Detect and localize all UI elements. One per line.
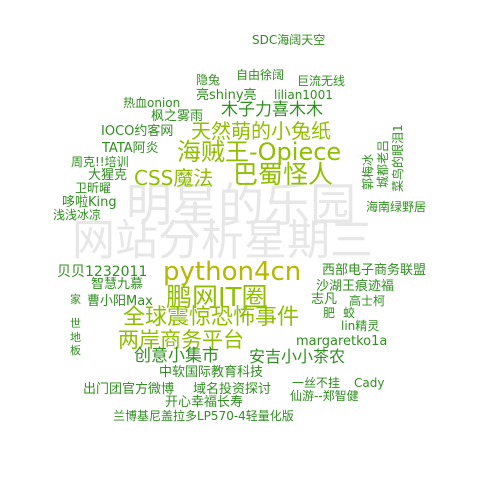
word: lin精灵	[341, 319, 380, 333]
word: 周克!!培训	[71, 155, 129, 169]
word: TATA阿炎	[102, 141, 159, 156]
watermark-line-1: 明星的乐园	[126, 178, 356, 232]
word: 贝贝1232011	[57, 264, 148, 280]
word: 曹小阳Max	[87, 294, 153, 309]
word: 出门团官方微博	[83, 382, 175, 397]
word: 巴蜀怪人	[233, 160, 334, 189]
word: 全球震惊恐怖事件	[123, 305, 300, 330]
word: 鹏网IT圈	[166, 283, 268, 313]
word: margaretko1a	[296, 334, 388, 349]
word: 巨流无线	[297, 74, 346, 88]
word: 志凡	[311, 292, 338, 307]
word: lilian1001	[274, 88, 333, 102]
word: 中软国际教育科技	[159, 365, 264, 380]
word: 肥	[323, 306, 336, 320]
word: 板	[70, 344, 81, 357]
word: 世	[70, 317, 81, 330]
word: Cady	[354, 376, 385, 390]
word: python4cn	[163, 257, 302, 287]
word: SDC海阔天空	[252, 33, 326, 47]
word: 仙游--郑智健	[290, 389, 359, 403]
word: 蛟	[343, 306, 356, 320]
word: 浅浅冰凉	[53, 208, 102, 222]
word: 高士柯	[349, 294, 386, 308]
word: 家	[70, 293, 81, 306]
word: 创意小集市	[134, 346, 219, 366]
word: 亮shiny亮	[196, 88, 257, 103]
word: 海贼王-Opiece	[177, 138, 342, 166]
word: 一丝不挂	[292, 376, 341, 390]
word: 智慧九慕	[91, 277, 144, 292]
word: CSS魔法	[134, 166, 214, 190]
word: 海南绿野居	[366, 200, 427, 214]
word: 哆啦King	[62, 195, 117, 210]
word: 郭梅冰	[361, 153, 375, 190]
watermark-line-2: 网站分析星期三	[72, 216, 373, 266]
word: 安吉小小茶农	[249, 347, 346, 366]
word: 兰博基尼盖拉多LP570-4轻量化版	[113, 409, 294, 423]
word: 大猩克	[88, 168, 128, 183]
word: IOCO约客网	[101, 124, 174, 139]
word: 热血onion	[123, 96, 181, 110]
word: 域名投资探讨	[193, 382, 272, 397]
word: 卫昕曜	[75, 181, 112, 195]
word: 天然萌的小兔纸	[191, 119, 331, 143]
word: 木子力喜木木	[221, 100, 323, 120]
word: 城都老吕	[376, 139, 390, 188]
word: 隐兔	[196, 73, 221, 87]
word: 西部电子商务联盟	[322, 263, 427, 278]
word: 两岸商务平台	[118, 328, 244, 352]
word: 枫之雾雨	[151, 109, 204, 124]
word: 地	[70, 331, 81, 344]
word: 自由徐阔	[236, 68, 285, 82]
word: 菜鸟的眼泪1	[391, 124, 405, 192]
word: 开心幸福长寿	[165, 395, 244, 410]
word: 沙湖王痕迹福	[316, 279, 395, 294]
